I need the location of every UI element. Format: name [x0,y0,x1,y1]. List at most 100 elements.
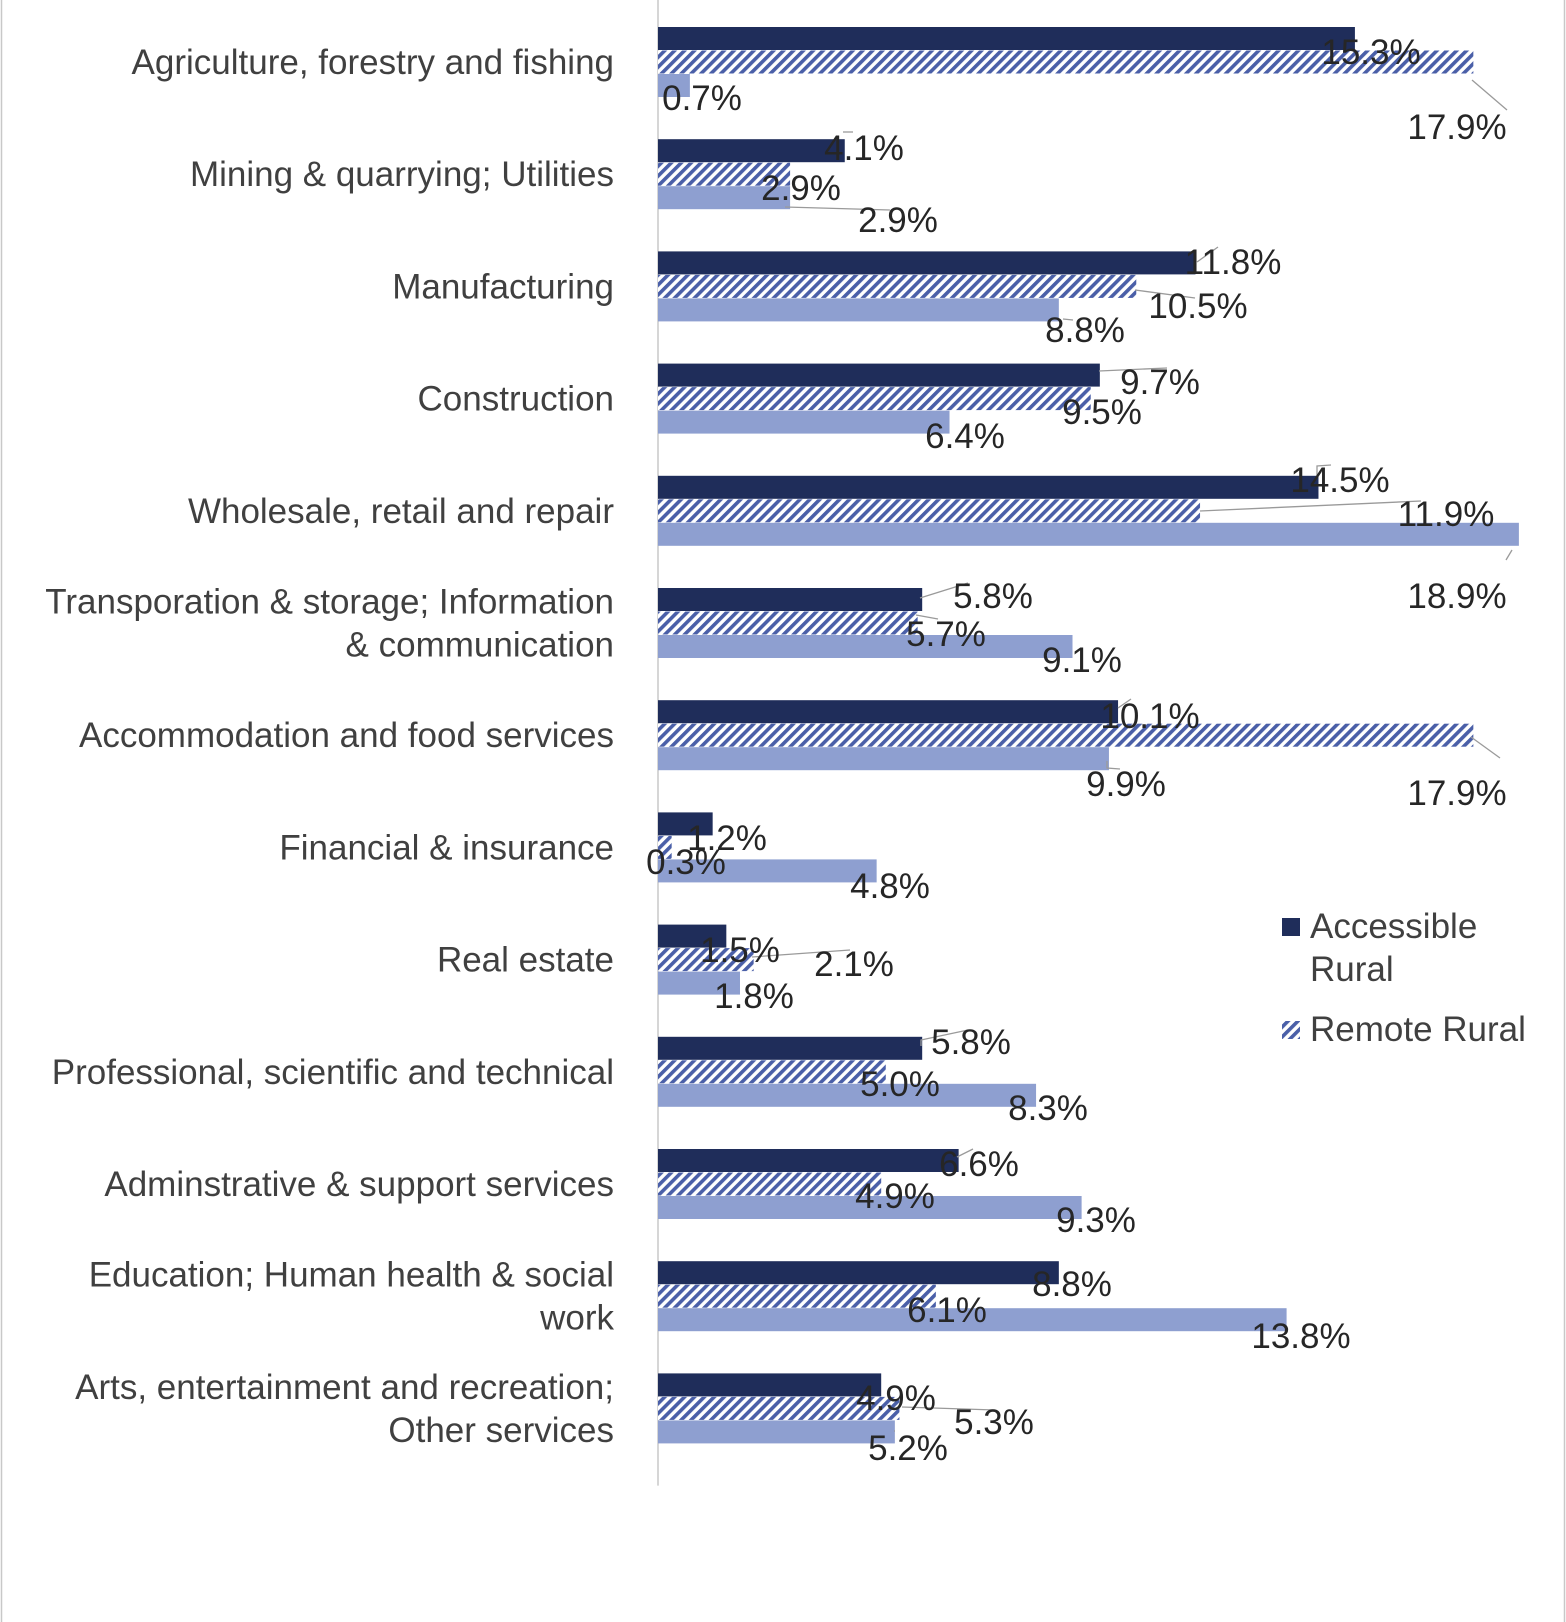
legend-item: Accessible Rural [1282,907,1477,989]
bar [658,971,740,995]
leader-line [1106,761,1121,770]
legend-swatch [1282,918,1300,936]
bar [658,1284,936,1308]
bar [658,1149,959,1172]
category-label: Agriculture, forestry and fishing [132,43,614,82]
bars [658,27,1519,1444]
leader-line [1199,500,1422,512]
data-label: 11.9% [1398,495,1495,534]
data-label: 5.8% [953,577,1033,616]
bar [658,859,877,883]
category-label: Education; Human health & social work [89,1256,615,1338]
data-label: 5.0% [860,1065,940,1104]
data-label: 8.8% [1032,1265,1112,1304]
bar [658,1036,923,1060]
category-labels: Agriculture, forestry and fishing Mining … [45,43,614,1450]
bar [658,363,1100,387]
leader-line [1098,367,1168,372]
bar [658,1060,886,1084]
legend-label: Accessible Rural [1310,907,1477,989]
data-label: 13.8% [1251,1317,1350,1356]
bar [658,924,727,948]
data-label: 4.8% [850,867,930,906]
bar [658,747,1109,771]
data-label: 9.3% [1056,1201,1136,1240]
data-label: 6.6% [939,1145,1019,1184]
data-label: 6.4% [925,417,1005,456]
bar [658,700,1119,724]
data-label: 17.9% [1407,774,1506,813]
legend-swatch [1282,1021,1300,1039]
data-labels: 15.3%17.9%0.7%4.1%2.9%2.9%11.8%10.5%8.8%… [646,33,1507,1468]
category-label: Adminstrative & support services [104,1165,614,1204]
data-label: 6.1% [907,1291,987,1330]
data-label: 17.9% [1407,108,1506,147]
category-label: Financial & insurance [279,828,614,867]
data-label: 11.8% [1185,243,1282,282]
data-label: 9.5% [1062,393,1142,432]
bar [658,1373,882,1397]
data-label: 0.3% [646,843,726,882]
bar [658,1172,882,1196]
data-label: 14.5% [1290,461,1389,500]
category-label: Wholesale, retail and repair [188,492,614,531]
leader-line [784,206,891,211]
leader-line [1117,698,1132,709]
bar [658,499,1201,523]
data-label: 10.5% [1148,287,1247,326]
bar [658,1083,1037,1107]
data-label: 18.9% [1407,577,1506,616]
bar [658,475,1319,499]
bar [658,1396,900,1420]
data-label: 1.8% [714,977,794,1016]
leader-line [915,614,939,620]
leader-line [956,1148,974,1158]
leader-line [901,1406,996,1411]
data-label: 9.1% [1042,641,1122,680]
data-label: 4.9% [855,1177,935,1216]
bar [658,139,845,163]
bar [658,1420,895,1444]
leader-line [1316,464,1332,477]
bar [658,162,791,186]
leader-line [751,949,851,958]
data-label: 4.1% [824,129,904,168]
bar [658,387,1091,411]
bar [658,723,1474,747]
leader-lines [751,79,1513,1432]
bar [658,588,923,611]
bar [658,1261,1059,1285]
bar [658,74,690,97]
data-label: 15.3% [1321,33,1420,72]
data-label: 5.7% [906,615,986,654]
bar [658,611,918,635]
bar [658,410,950,434]
bar [658,1196,1082,1219]
bar [658,835,672,859]
leader-line [920,1029,969,1046]
data-label: 8.3% [1008,1089,1088,1128]
data-label: 9.9% [1086,765,1166,804]
data-label: 10.1% [1100,697,1199,736]
data-label: 5.3% [954,1403,1034,1442]
data-label: 2.9% [858,201,938,240]
leader-line [1471,79,1508,111]
bar [658,522,1519,546]
bar [658,1308,1287,1332]
legend-label: Remote Rural [1310,1010,1526,1049]
leader-line [919,582,969,599]
category-label: Construction [418,380,614,419]
bar [658,251,1196,275]
legend: Accessible Rural Remote Rural [1282,907,1526,1049]
category-label: Manufacturing [392,267,614,306]
data-label: 1.5% [700,931,780,970]
legend-item: Remote Rural [1282,1010,1526,1049]
bar [658,635,1073,658]
category-label: Mining & quarrying; Utilities [190,155,614,194]
data-label: 5.2% [868,1429,948,1468]
bar [658,186,791,210]
data-label: 5.8% [931,1023,1011,1062]
category-label: Real estate [437,941,614,980]
bar [658,948,754,972]
